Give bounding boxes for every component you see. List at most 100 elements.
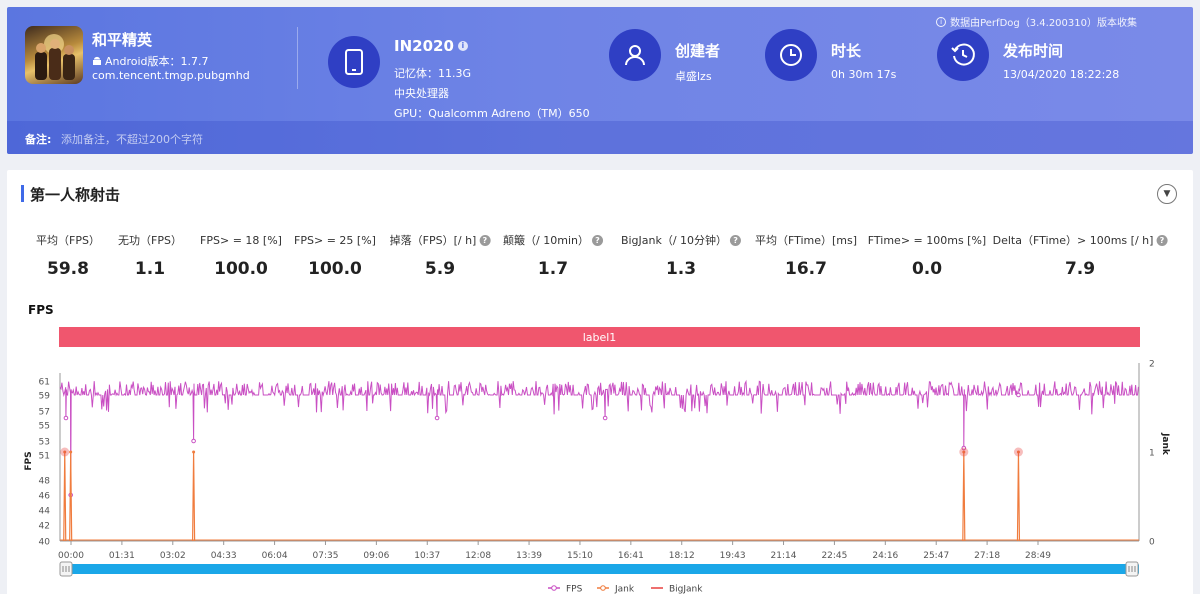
metric-value: 100.0 (214, 259, 268, 279)
metric-value: 1.3 (665, 259, 697, 279)
help-icon[interactable]: ? (730, 234, 742, 246)
metric-value: 100.0 (308, 259, 362, 279)
app-version: Android版本：1.7.7 (92, 53, 209, 69)
metric-label-text: Delta（FTime）> 100ms [/ h] (992, 234, 1154, 247)
metric-label: 平均（FTime）[ms] (755, 233, 857, 247)
y2-tick-label: 0 (1149, 538, 1155, 548)
note-label: 备注: (25, 133, 52, 146)
help-icon[interactable]: ? (591, 234, 603, 246)
device-icon (328, 36, 380, 88)
metric-0: 平均（FPS） 59.8 (36, 233, 100, 279)
x-tick-label: 18:12 (669, 551, 695, 561)
y-tick-label: 44 (39, 507, 51, 517)
publish-title: 发布时间 (1003, 42, 1064, 60)
y-tick-label: 51 (39, 452, 50, 462)
device-gpu: GPU：Qualcomm Adreno（TM）650 (394, 107, 590, 120)
app-package: com.tencent.tmgp.pubgmhd (92, 69, 250, 82)
metric-9: Delta（FTime）> 100ms [/ h]? 7.9 (993, 233, 1168, 279)
section-accent (21, 185, 24, 202)
metric-value: 59.8 (47, 259, 89, 279)
metric-value: 7.9 (1064, 259, 1096, 279)
label-bar-text: label1 (583, 331, 617, 344)
jank-spike (69, 451, 73, 542)
x-tick-label: 10:37 (414, 551, 440, 561)
metric-value: 1.7 (537, 259, 569, 279)
x-tick-label: 24:16 (872, 551, 898, 561)
x-tick-label: 04:33 (211, 551, 237, 561)
jank-point (1016, 450, 1020, 454)
jank-point (192, 450, 196, 454)
y-tick-label: 59 (39, 392, 51, 402)
y-tick-label: 46 (39, 492, 51, 502)
jank-point (63, 450, 67, 454)
x-tick-label: 12:08 (465, 551, 491, 561)
creator-value: 卓盛lzs (675, 70, 712, 83)
metric-3: FPS> = 25 [%] 100.0 (294, 233, 376, 280)
app-icon (25, 26, 83, 84)
y2-axis-title: Jank (1160, 432, 1170, 456)
y-tick-label: 55 (39, 422, 50, 432)
data-source-note: i 数据由PerfDog（3.4.200310）版本收集 (936, 14, 1137, 29)
android-icon (93, 56, 101, 65)
info-icon: i (936, 16, 947, 27)
metric-label: BigJank（/ 10分钟）? (621, 233, 742, 247)
chevron-down-icon: ▼ (1163, 189, 1171, 199)
y-tick-label: 57 (39, 408, 50, 418)
x-tick-label: 19:43 (720, 551, 746, 561)
metric-7: 平均（FTime）[ms] 16.7 (755, 233, 857, 279)
section-title: 第一人称射击 (30, 186, 121, 204)
metric-label-text: FTime> = 100ms [%] (867, 233, 987, 247)
bigjank-point (60, 447, 70, 457)
x-tick-label: 28:49 (1025, 551, 1051, 561)
fps-dip-point (602, 415, 608, 421)
x-tick-label: 00:00 (58, 551, 84, 561)
x-tick-label: 03:02 (160, 551, 186, 561)
jank-spike (962, 451, 966, 542)
x-tick-label: 15:10 (567, 551, 593, 561)
collapse-button[interactable]: ▼ (1157, 184, 1177, 204)
creator-title: 创建者 (675, 42, 721, 60)
x-tick-label: 21:14 (771, 551, 797, 561)
range-slider-track (60, 564, 1139, 574)
x-tick-label: 07:35 (313, 551, 339, 561)
jank-point (962, 450, 966, 454)
fps-dip-point (434, 415, 440, 421)
metric-label-text: 掉落（FPS）[/ h] (389, 234, 477, 247)
legend-item-label[interactable]: FPS (566, 585, 583, 594)
metric-label-text: 颠簸（/ 10min） (503, 234, 589, 247)
metric-1: 无功（FPS） 1.1 (118, 233, 182, 279)
x-tick-label: 09:06 (363, 551, 389, 561)
metric-6: BigJank（/ 10分钟）? 1.3 (621, 233, 742, 279)
legend-item-label[interactable]: BigJank (669, 585, 703, 594)
metric-label: 颠簸（/ 10min）? (503, 233, 603, 247)
y-tick-label: 61 (39, 378, 50, 388)
help-icon[interactable]: ? (1156, 234, 1168, 246)
duration-title: 时长 (831, 42, 862, 60)
y2-tick-label: 1 (1149, 449, 1155, 459)
fps-dip-point (1016, 392, 1021, 398)
legend-item-label[interactable]: Jank (614, 585, 635, 594)
header-divider (297, 27, 298, 89)
metric-value: 0.0 (911, 259, 943, 279)
x-tick-label: 22:45 (821, 551, 847, 561)
device-memory: 记忆体：11.3G (394, 67, 472, 80)
y2-tick-label: 2 (1149, 360, 1155, 370)
label-bar (59, 327, 1140, 347)
metric-2: FPS> = 18 [%] 100.0 (200, 233, 282, 280)
clock-icon (765, 29, 817, 81)
y-axis-title: FPS (24, 451, 34, 470)
metric-5: 颠簸（/ 10min）? 1.7 (503, 233, 603, 279)
x-tick-label: 27:18 (974, 551, 1000, 561)
user-icon (609, 29, 661, 81)
metric-label: 掉落（FPS）[/ h]? (390, 233, 491, 247)
metric-label: 无功（FPS） (118, 233, 182, 247)
metric-label-text: 平均（FPS） (36, 234, 100, 247)
y-tick-label: 48 (39, 477, 51, 487)
bigjank-point (959, 447, 969, 457)
metric-label-text: FPS> = 25 [%] (294, 233, 376, 247)
y-tick-label: 53 (39, 438, 50, 448)
device-info-icon[interactable]: i (457, 41, 468, 51)
help-icon[interactable]: ? (479, 234, 491, 246)
note-input[interactable]: 添加备注，不超过200个字符 (61, 133, 203, 146)
